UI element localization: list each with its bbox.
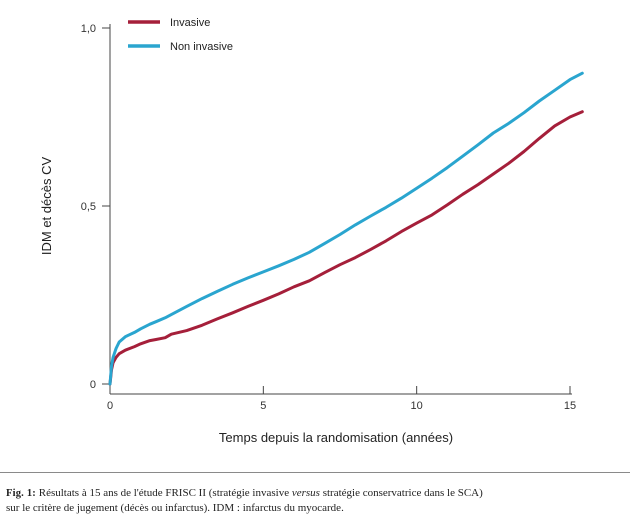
caption-prefix: Fig. 1: — [6, 488, 36, 499]
caption-line1-a: Résultats à 15 ans de l'étude FRISC II (… — [35, 487, 292, 499]
chart-area: 0 0,5 1,0 0 5 10 15 Temps depuis la randomisati… — [39, 17, 584, 445]
series-line-non-invasive — [108, 71, 584, 386]
x-tick-label: 0 — [107, 400, 113, 412]
y-tick-label: 0,5 — [81, 201, 96, 213]
y-axis-title: IDM et décès CV — [39, 157, 54, 256]
figure-caption: Fig. 1: Résultats à 15 ans de l'étude FR… — [6, 486, 630, 515]
caption-separator — [0, 472, 630, 473]
x-tick-label: 10 — [411, 400, 423, 412]
line-chart: 0 0,5 1,0 0 5 10 15 Temps depuis la randomisati… — [39, 17, 584, 445]
caption-line1-b: stratégie conservatrice dans le SCA) — [319, 487, 483, 499]
caption-line2: sur le critère de jugement (décès ou inf… — [6, 502, 344, 514]
series-line-invasive — [108, 110, 584, 386]
x-axis-title: Temps depuis la randomisation (années) — [219, 430, 453, 445]
legend-label: Non invasive — [170, 41, 233, 53]
legend-label: Invasive — [170, 17, 210, 29]
x-tick-label: 15 — [564, 400, 576, 412]
caption-line1-emphasis: versus — [291, 487, 320, 499]
y-tick-label: 1,0 — [81, 23, 96, 35]
y-tick-label: 0 — [90, 379, 96, 391]
x-tick-label: 5 — [260, 400, 266, 412]
